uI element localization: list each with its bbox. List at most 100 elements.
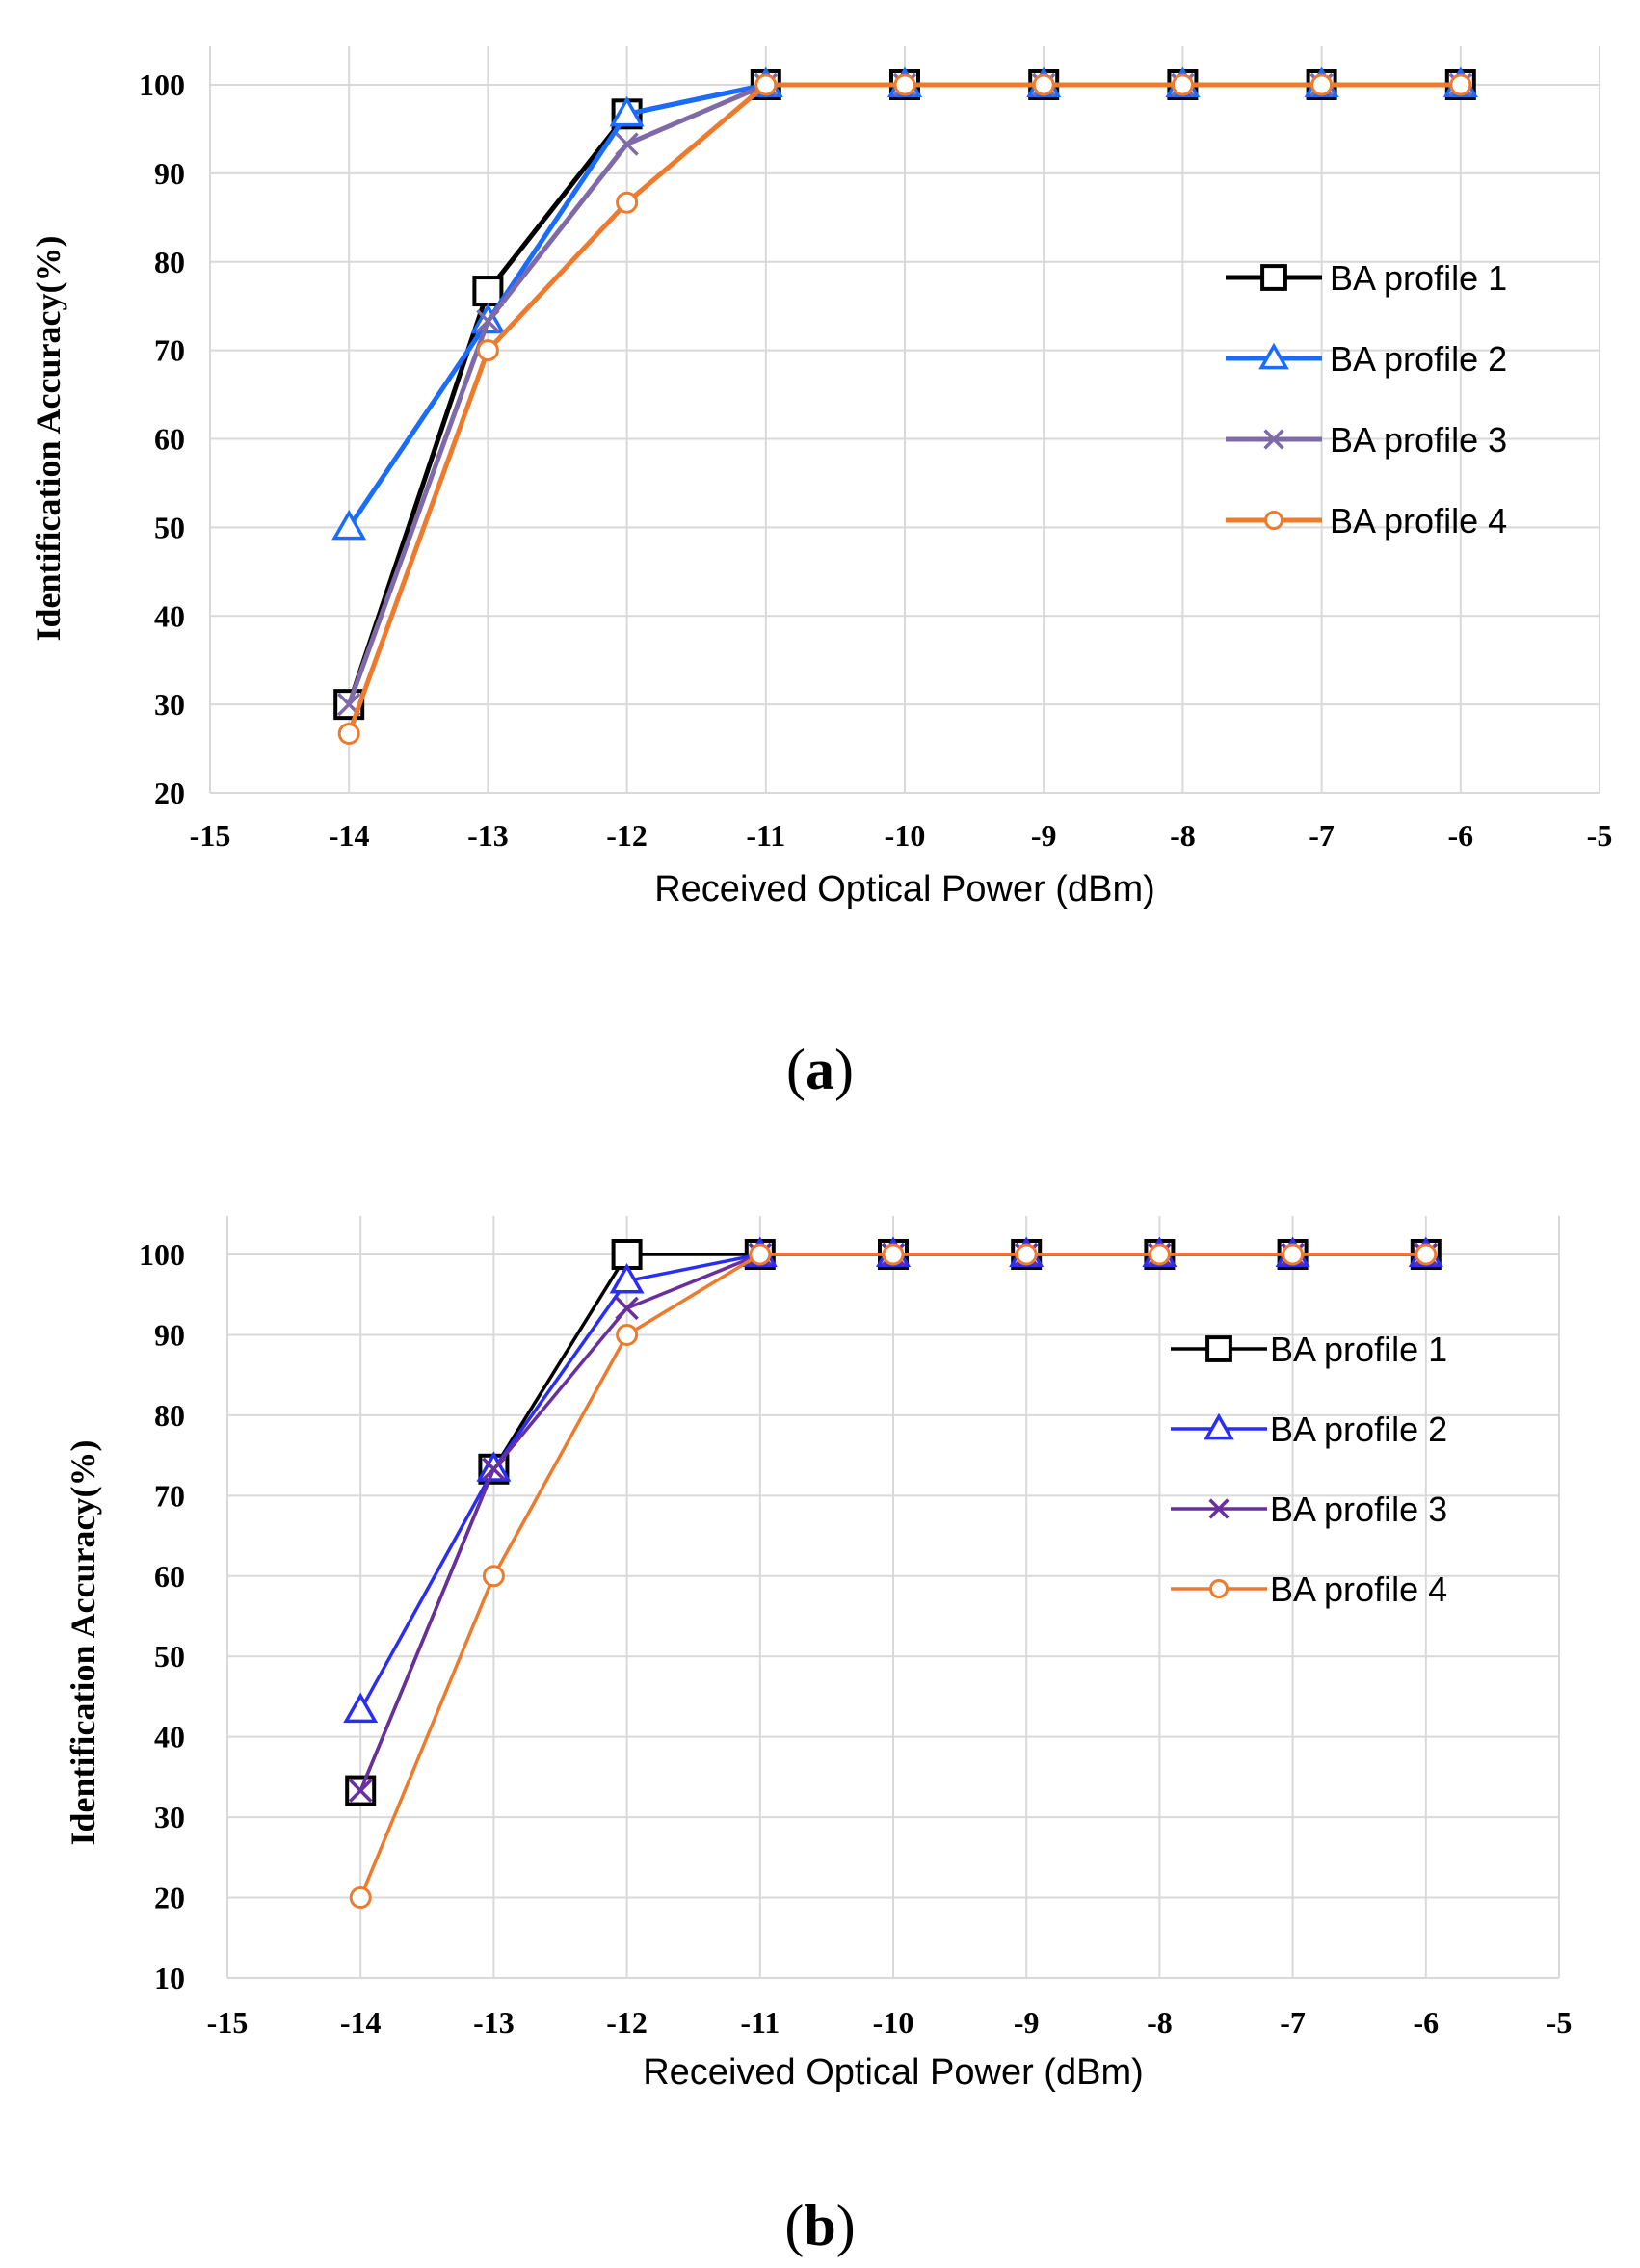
data-point-circle xyxy=(1415,1243,1438,1266)
legend-marker-x xyxy=(1208,1498,1230,1519)
legend-label: BA profile 4 xyxy=(1330,501,1507,541)
y-axis-label: Identification Accuracy(%) xyxy=(64,1440,102,1846)
data-point-circle xyxy=(616,1323,639,1346)
y-tick-label: 40 xyxy=(154,598,185,633)
x-tick-label: -13 xyxy=(473,2005,515,2040)
data-point-x xyxy=(482,1457,506,1482)
legend-label: BA profile 3 xyxy=(1270,1490,1447,1529)
data-point-circle xyxy=(749,1243,772,1266)
x-tick-label: -5 xyxy=(1547,2005,1573,2040)
legend-marker-circle xyxy=(1264,511,1283,530)
x-axis-label: Received Optical Power (dBm) xyxy=(643,2052,1144,2093)
chart-b: -15 -14 -13 -12 -11 -10 -9 -8 -7 -6 -5 10 20 30 40 50 60… xyxy=(64,1216,1572,2093)
x-tick-label: -15 xyxy=(207,2005,249,2040)
x-tick-label: -12 xyxy=(606,818,648,853)
legend-item: BA profile 3 xyxy=(1171,1490,1447,1529)
data-point-circle xyxy=(1032,73,1055,96)
legend-label: BA profile 2 xyxy=(1270,1410,1447,1449)
data-point-triangle xyxy=(609,1263,645,1294)
y-tick-label: 90 xyxy=(154,1317,185,1352)
y-tick-label: 50 xyxy=(154,510,185,544)
legend-item: BA profile 4 xyxy=(1171,1569,1447,1609)
x-tick-label: -9 xyxy=(1014,2005,1040,2040)
legend-marker-square xyxy=(1260,264,1287,291)
data-point-circle xyxy=(1015,1243,1038,1266)
data-point-circle xyxy=(893,73,916,96)
x-tick-label: -9 xyxy=(1031,818,1057,853)
legend-item: BA profile 3 xyxy=(1226,420,1507,460)
legend-label: BA profile 1 xyxy=(1330,258,1507,298)
y-tick-label: 100 xyxy=(139,1237,185,1272)
data-point-triangle xyxy=(609,95,645,127)
y-tick-label: 40 xyxy=(154,1720,185,1754)
data-point-circle xyxy=(1449,73,1472,96)
data-point-triangle xyxy=(343,1692,379,1724)
data-point-circle xyxy=(1148,1243,1171,1266)
data-point-circle xyxy=(482,1565,505,1588)
y-tick-label: 90 xyxy=(154,156,185,191)
legend-label: BA profile 4 xyxy=(1270,1569,1447,1609)
legend: BA profile 1 BA profile 2 BA profile 3 BA p… xyxy=(1226,258,1507,541)
legend-item: BA profile 1 xyxy=(1171,1330,1447,1369)
data-point-circle xyxy=(882,1243,905,1266)
legend-marker-triangle xyxy=(1204,1412,1234,1440)
panel-label-b: (b) xyxy=(784,2194,855,2257)
data-point-circle xyxy=(616,191,639,214)
x-tick-label: -7 xyxy=(1280,2005,1306,2040)
data-point-circle xyxy=(1282,1243,1305,1266)
x-tick-label: -11 xyxy=(740,2005,780,2040)
x-axis-label: Received Optical Power (dBm) xyxy=(654,869,1155,910)
x-tick-label: -8 xyxy=(1170,818,1196,853)
x-tick-label: -13 xyxy=(467,818,509,853)
y-tick-label: 70 xyxy=(154,1478,185,1513)
y-tick-label: 30 xyxy=(154,1800,185,1834)
x-tick-label: -6 xyxy=(1447,818,1473,853)
legend-marker-x xyxy=(1263,429,1284,450)
data-point-x xyxy=(615,1296,639,1321)
x-tick-label: -12 xyxy=(606,2005,648,2040)
data-point-circle xyxy=(349,1886,372,1910)
legend-item: BA profile 1 xyxy=(1226,258,1507,298)
y-tick-label: 80 xyxy=(154,1398,185,1433)
data-point-circle xyxy=(476,339,499,362)
legend-label: BA profile 1 xyxy=(1270,1330,1447,1369)
x-tick-label: -10 xyxy=(873,2005,914,2040)
y-tick-label: 60 xyxy=(154,1559,185,1594)
y-tick-label: 50 xyxy=(154,1639,185,1674)
y-tick-label: 80 xyxy=(154,245,185,279)
y-tick-label: 100 xyxy=(139,67,185,102)
x-tick-label: -14 xyxy=(340,2005,382,2040)
chart-a: -15 -14 -13 -12 -11 -10 -9 -8 -7 -6 -5 20 30 40 50 60 70… xyxy=(29,46,1612,910)
legend-label: BA profile 3 xyxy=(1330,420,1507,460)
x-tick-label: -11 xyxy=(746,818,785,853)
data-point-circle xyxy=(754,73,778,96)
legend-item: BA profile 4 xyxy=(1226,501,1507,541)
x-tick-label: -10 xyxy=(885,818,926,853)
y-tick-label: 10 xyxy=(154,1961,185,1995)
y-axis-label: Identification Accuracy(%) xyxy=(29,236,67,642)
legend-marker-circle xyxy=(1209,1579,1229,1598)
x-tick-label: -14 xyxy=(329,818,370,853)
series-ba-profile-4 xyxy=(337,73,1472,745)
data-point-x xyxy=(476,309,500,333)
x-tick-label: -5 xyxy=(1587,818,1613,853)
y-tick-label: 20 xyxy=(154,776,185,810)
data-point-circle xyxy=(1171,73,1194,96)
x-tick-label: -15 xyxy=(190,818,231,853)
y-tick-label: 20 xyxy=(154,1881,185,1915)
x-tick-label: -6 xyxy=(1413,2005,1439,2040)
data-point-circle xyxy=(1310,73,1334,96)
legend-item: BA profile 2 xyxy=(1226,339,1507,379)
x-tick-label: -8 xyxy=(1147,2005,1173,2040)
data-point-triangle xyxy=(331,509,367,541)
x-tick-label: -7 xyxy=(1309,818,1335,853)
y-tick-label: 60 xyxy=(154,422,185,457)
data-point-x xyxy=(615,132,639,156)
legend-marker-triangle xyxy=(1258,342,1289,370)
data-point-x xyxy=(348,1779,373,1803)
legend-marker-square xyxy=(1205,1335,1232,1362)
legend-label: BA profile 2 xyxy=(1330,339,1507,379)
data-point-square xyxy=(472,276,504,307)
